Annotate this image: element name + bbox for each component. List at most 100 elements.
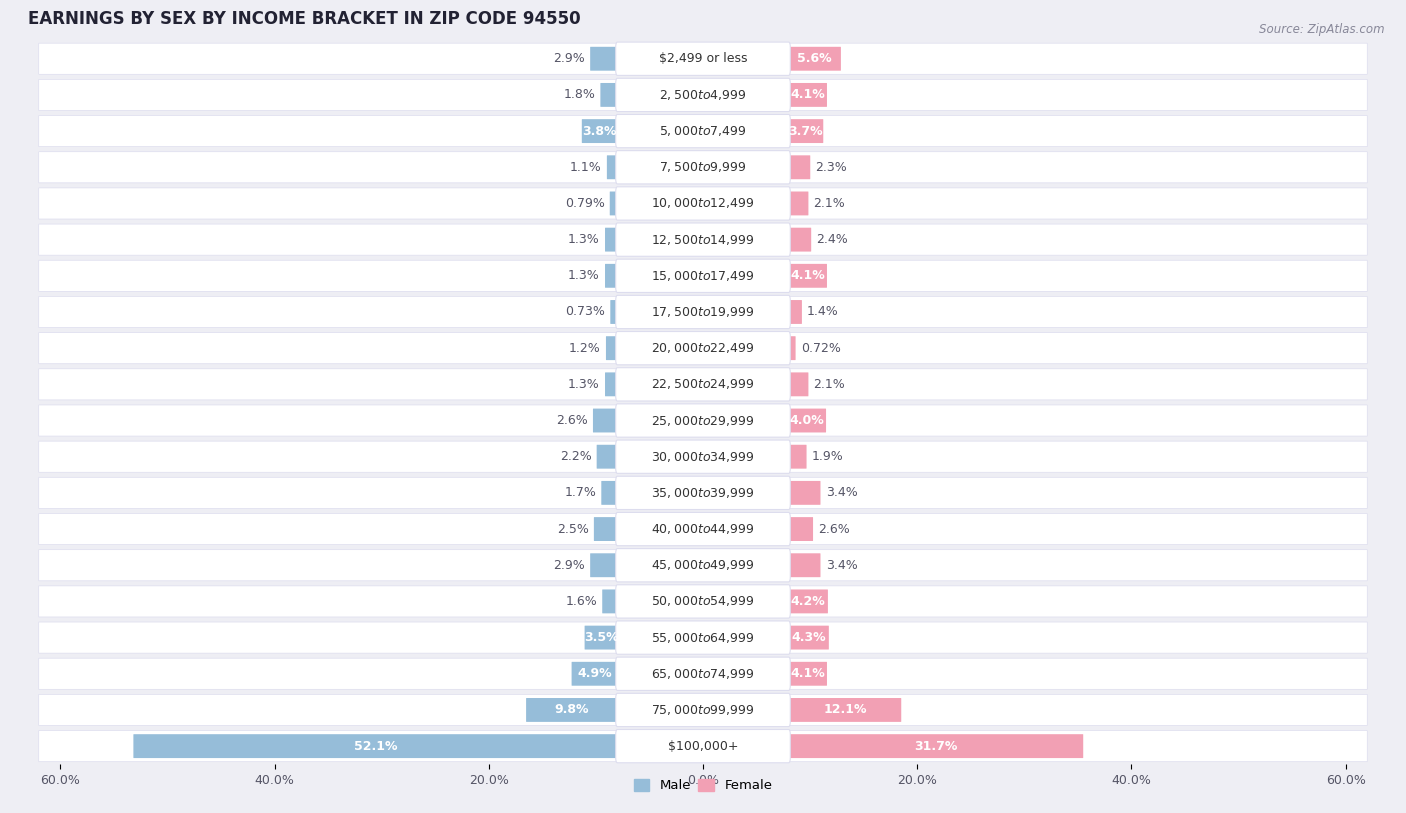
FancyBboxPatch shape — [789, 445, 807, 468]
Text: 2.1%: 2.1% — [814, 197, 845, 210]
FancyBboxPatch shape — [602, 589, 617, 613]
FancyBboxPatch shape — [606, 337, 617, 360]
Text: $12,500 to $14,999: $12,500 to $14,999 — [651, 233, 755, 246]
FancyBboxPatch shape — [789, 192, 808, 215]
FancyBboxPatch shape — [39, 115, 1367, 146]
FancyBboxPatch shape — [582, 120, 617, 143]
Text: 1.2%: 1.2% — [569, 341, 600, 354]
FancyBboxPatch shape — [789, 662, 827, 685]
FancyBboxPatch shape — [39, 694, 1367, 725]
FancyBboxPatch shape — [616, 404, 790, 437]
Text: 31.7%: 31.7% — [914, 740, 957, 753]
FancyBboxPatch shape — [789, 554, 821, 577]
Text: Source: ZipAtlas.com: Source: ZipAtlas.com — [1260, 23, 1385, 36]
FancyBboxPatch shape — [605, 264, 617, 288]
Text: 0.79%: 0.79% — [565, 197, 605, 210]
FancyBboxPatch shape — [616, 693, 790, 727]
FancyBboxPatch shape — [39, 514, 1367, 545]
FancyBboxPatch shape — [39, 297, 1367, 328]
Text: 0.73%: 0.73% — [565, 306, 605, 319]
FancyBboxPatch shape — [616, 78, 790, 111]
Text: 4.1%: 4.1% — [790, 269, 825, 282]
FancyBboxPatch shape — [591, 554, 617, 577]
Text: 1.3%: 1.3% — [568, 233, 600, 246]
FancyBboxPatch shape — [616, 295, 790, 328]
Text: $40,000 to $44,999: $40,000 to $44,999 — [651, 522, 755, 536]
FancyBboxPatch shape — [616, 367, 790, 401]
Text: 2.2%: 2.2% — [560, 450, 592, 463]
Text: 4.1%: 4.1% — [790, 667, 825, 680]
Text: 1.4%: 1.4% — [807, 306, 839, 319]
FancyBboxPatch shape — [39, 586, 1367, 617]
Text: $2,499 or less: $2,499 or less — [659, 52, 747, 65]
FancyBboxPatch shape — [616, 332, 790, 365]
Text: 2.6%: 2.6% — [818, 523, 851, 536]
Text: 2.4%: 2.4% — [817, 233, 848, 246]
Text: $50,000 to $54,999: $50,000 to $54,999 — [651, 594, 755, 608]
Legend: Male, Female: Male, Female — [628, 773, 778, 798]
Text: 1.8%: 1.8% — [564, 89, 595, 102]
FancyBboxPatch shape — [605, 228, 617, 251]
FancyBboxPatch shape — [616, 657, 790, 690]
Text: $2,500 to $4,999: $2,500 to $4,999 — [659, 88, 747, 102]
FancyBboxPatch shape — [789, 372, 808, 396]
FancyBboxPatch shape — [616, 512, 790, 546]
FancyBboxPatch shape — [789, 47, 841, 71]
Text: 3.4%: 3.4% — [825, 486, 858, 499]
FancyBboxPatch shape — [39, 80, 1367, 111]
FancyBboxPatch shape — [39, 731, 1367, 762]
FancyBboxPatch shape — [596, 445, 617, 468]
Text: $100,000+: $100,000+ — [668, 740, 738, 753]
FancyBboxPatch shape — [607, 155, 617, 179]
Text: $75,000 to $99,999: $75,000 to $99,999 — [651, 703, 755, 717]
Text: 2.9%: 2.9% — [554, 52, 585, 65]
Text: $30,000 to $34,999: $30,000 to $34,999 — [651, 450, 755, 463]
FancyBboxPatch shape — [39, 333, 1367, 363]
FancyBboxPatch shape — [616, 115, 790, 148]
FancyBboxPatch shape — [585, 626, 617, 650]
FancyBboxPatch shape — [789, 337, 796, 360]
Text: $20,000 to $22,499: $20,000 to $22,499 — [651, 341, 755, 355]
Text: $15,000 to $17,499: $15,000 to $17,499 — [651, 269, 755, 283]
FancyBboxPatch shape — [789, 409, 827, 433]
FancyBboxPatch shape — [616, 585, 790, 618]
FancyBboxPatch shape — [610, 300, 617, 324]
FancyBboxPatch shape — [591, 47, 617, 71]
FancyBboxPatch shape — [39, 550, 1367, 580]
Text: $5,000 to $7,499: $5,000 to $7,499 — [659, 124, 747, 138]
FancyBboxPatch shape — [616, 621, 790, 654]
FancyBboxPatch shape — [605, 372, 617, 396]
Text: 0.72%: 0.72% — [801, 341, 841, 354]
FancyBboxPatch shape — [789, 120, 824, 143]
Text: 12.1%: 12.1% — [823, 703, 866, 716]
FancyBboxPatch shape — [616, 259, 790, 293]
Text: 2.1%: 2.1% — [814, 378, 845, 391]
FancyBboxPatch shape — [39, 369, 1367, 400]
Text: 2.5%: 2.5% — [557, 523, 589, 536]
Text: 4.3%: 4.3% — [792, 631, 825, 644]
Text: $25,000 to $29,999: $25,000 to $29,999 — [651, 414, 755, 428]
Text: EARNINGS BY SEX BY INCOME BRACKET IN ZIP CODE 94550: EARNINGS BY SEX BY INCOME BRACKET IN ZIP… — [28, 10, 581, 28]
Text: 1.6%: 1.6% — [565, 595, 598, 608]
FancyBboxPatch shape — [39, 43, 1367, 74]
Text: 2.6%: 2.6% — [555, 414, 588, 427]
FancyBboxPatch shape — [134, 734, 617, 758]
Text: 5.6%: 5.6% — [797, 52, 832, 65]
FancyBboxPatch shape — [616, 150, 790, 184]
Text: 9.8%: 9.8% — [554, 703, 589, 716]
FancyBboxPatch shape — [789, 698, 901, 722]
Text: 2.9%: 2.9% — [554, 559, 585, 572]
FancyBboxPatch shape — [789, 155, 810, 179]
FancyBboxPatch shape — [789, 589, 828, 613]
Text: $22,500 to $24,999: $22,500 to $24,999 — [651, 377, 755, 391]
FancyBboxPatch shape — [39, 405, 1367, 436]
FancyBboxPatch shape — [616, 223, 790, 256]
FancyBboxPatch shape — [789, 517, 813, 541]
Text: 3.5%: 3.5% — [583, 631, 619, 644]
FancyBboxPatch shape — [616, 42, 790, 76]
FancyBboxPatch shape — [602, 481, 617, 505]
FancyBboxPatch shape — [789, 83, 827, 107]
FancyBboxPatch shape — [39, 224, 1367, 255]
Text: 4.0%: 4.0% — [790, 414, 825, 427]
Text: 1.9%: 1.9% — [811, 450, 844, 463]
